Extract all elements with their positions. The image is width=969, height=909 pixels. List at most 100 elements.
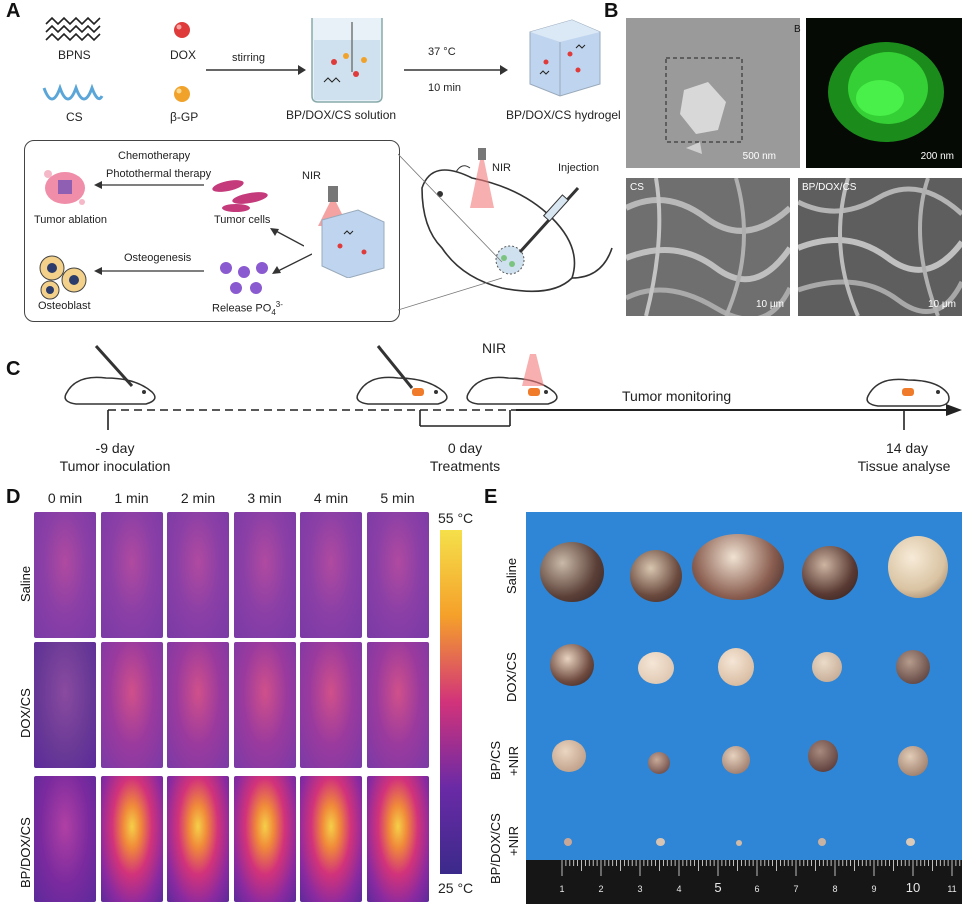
osteoblast-label: Osteoblast bbox=[38, 300, 91, 312]
tumor-monitoring-label: Tumor monitoring bbox=[622, 388, 732, 404]
solution-label: BP/DOX/CS solution bbox=[286, 108, 397, 122]
ruler-number: 3 bbox=[637, 884, 642, 894]
colorbar-max-label: 55 °C bbox=[438, 510, 474, 526]
sem-image-bpdoxcs: BP/DOX/CS 10 μm bbox=[798, 178, 962, 316]
arrow-to-phosphate bbox=[272, 253, 312, 274]
thermal-image-cell bbox=[167, 512, 229, 638]
ruler-number: 11 bbox=[947, 884, 956, 894]
thermal-row-label-bpdoxcs: BP/DOX/CS bbox=[18, 817, 33, 888]
thermal-row-label-doxcs: DOX/CS bbox=[18, 688, 33, 738]
thermal-image-cell bbox=[34, 776, 96, 902]
thermal-image-cell bbox=[100, 642, 163, 768]
mouse-nir-icon bbox=[466, 354, 558, 405]
hydrogel-label: BP/DOX/CS hydrogel bbox=[506, 108, 621, 122]
tumor-bpcs-3 bbox=[722, 746, 750, 774]
tumor-doxcs-1 bbox=[550, 644, 594, 686]
thermal-image-cell bbox=[100, 776, 163, 902]
arrow-to-cells bbox=[270, 228, 304, 247]
dox-molecule-icon bbox=[174, 22, 190, 38]
tumor-bpdoxcs-4 bbox=[818, 838, 826, 846]
colorbar-min-label: 25 °C bbox=[438, 880, 474, 896]
thermal-time-header: 4 min bbox=[313, 490, 349, 506]
ruler-number: 9 bbox=[871, 884, 876, 894]
panel-label-a: A bbox=[6, 0, 21, 22]
scale-bar-10um-b: 10 μm bbox=[928, 299, 956, 310]
scale-bar-200nm: 200 nm bbox=[920, 151, 954, 162]
tumor-bpcs-2 bbox=[648, 752, 670, 774]
panel-label-c: C bbox=[6, 358, 21, 380]
ruler-number: 4 bbox=[676, 884, 681, 894]
tumor-ablation-icon bbox=[44, 170, 85, 205]
zoom-connector-lines bbox=[398, 153, 503, 311]
mouse-treatment-icon bbox=[356, 345, 448, 405]
panel-label-b: B bbox=[604, 0, 619, 22]
scale-bar-10um-a: 10 μm bbox=[756, 299, 784, 310]
sem-image-bpns: 500 nm bbox=[626, 18, 800, 168]
corner-label: B bbox=[794, 24, 801, 35]
tumor-saline-2 bbox=[630, 550, 682, 602]
thermal-time-header: 0 min bbox=[47, 490, 83, 506]
tumor-saline-3 bbox=[692, 534, 784, 600]
stirring-label: stirring bbox=[232, 52, 266, 64]
ruler-number: 6 bbox=[754, 884, 759, 894]
temperature-colorbar bbox=[440, 530, 462, 874]
timeline-day-14: 14 day bbox=[885, 440, 929, 456]
thermal-image-cell bbox=[300, 512, 362, 638]
thermal-time-header: 2 min bbox=[180, 490, 216, 506]
osteoblast-icon bbox=[39, 255, 87, 300]
tumor-row-label-saline: Saline bbox=[504, 557, 519, 594]
beaker-icon bbox=[311, 18, 383, 103]
panel-label-d: D bbox=[6, 486, 21, 508]
chemotherapy-label: Chemotherapy bbox=[118, 150, 191, 162]
release-label: Release PO43- bbox=[212, 300, 283, 317]
thermal-image-cell bbox=[167, 642, 229, 768]
timeline-day-minus9: -9 day bbox=[95, 440, 135, 456]
nir-box-label: NIR bbox=[302, 170, 321, 182]
ruler-number: 8 bbox=[832, 884, 837, 894]
tumor-doxcs-2 bbox=[638, 652, 674, 684]
tumor-bpcs-5 bbox=[898, 746, 928, 776]
tumor-cells-label: Tumor cells bbox=[214, 214, 271, 226]
tumor-bpdoxcs-2 bbox=[656, 838, 665, 846]
ruler-number: 1 bbox=[559, 884, 564, 894]
photothermal-label: Photothermal therapy bbox=[106, 168, 212, 180]
timeline-axis bbox=[107, 404, 962, 430]
thermal-image-cell bbox=[34, 512, 96, 638]
tumor-cells-icon bbox=[212, 180, 268, 212]
stirring-arrow bbox=[206, 65, 306, 75]
tumor-doxcs-3 bbox=[718, 648, 754, 686]
mouse-injection-illustration bbox=[421, 148, 613, 293]
thermal-image-cell bbox=[100, 512, 163, 638]
tumor-row-label-bpdoxcs-nir: +NIR bbox=[506, 826, 521, 856]
thermal-image-cell bbox=[300, 642, 362, 768]
therapy-arrow bbox=[94, 181, 204, 189]
tumor-bpdoxcs-3 bbox=[736, 840, 742, 846]
time-label: 10 min bbox=[428, 82, 462, 94]
thermal-image-cell bbox=[167, 776, 229, 902]
timeline-treatments: Treatments bbox=[429, 458, 501, 474]
tumor-saline-5 bbox=[888, 536, 948, 598]
tumor-doxcs-4 bbox=[812, 652, 842, 682]
thermal-time-header: 3 min bbox=[247, 490, 282, 506]
timeline-day-0: 0 day bbox=[447, 440, 483, 456]
tumor-photo-background: 1 2 3 4 5 6 7 8 9 10 11 bbox=[526, 512, 962, 904]
tumor-saline-1 bbox=[540, 542, 604, 602]
mechanism-box bbox=[24, 140, 400, 322]
bgp-molecule-icon bbox=[174, 86, 190, 102]
eds-map-image: 200 nm bbox=[806, 18, 962, 168]
tumor-bpcs-4 bbox=[808, 740, 838, 772]
thermal-time-header: 1 min bbox=[114, 490, 149, 506]
osteogenesis-label: Osteogenesis bbox=[124, 252, 192, 264]
tumor-ablation-label: Tumor ablation bbox=[34, 214, 107, 226]
timeline-tissue-analyse: Tissue analyse bbox=[857, 458, 951, 474]
injection-label: Injection bbox=[558, 162, 599, 174]
nir-mouse-label: NIR bbox=[492, 162, 511, 174]
ruler-number: 2 bbox=[598, 884, 603, 894]
thermal-image-cell bbox=[34, 642, 96, 768]
sem-cs-label: CS bbox=[630, 182, 644, 193]
ruler-number: 5 bbox=[714, 880, 721, 895]
tumor-row-label-bpcs-nir: +NIR bbox=[506, 746, 521, 776]
thermal-image-cell bbox=[233, 642, 296, 768]
mouse-inoculation-icon bbox=[64, 344, 156, 405]
thermal-image-cell bbox=[233, 512, 296, 638]
